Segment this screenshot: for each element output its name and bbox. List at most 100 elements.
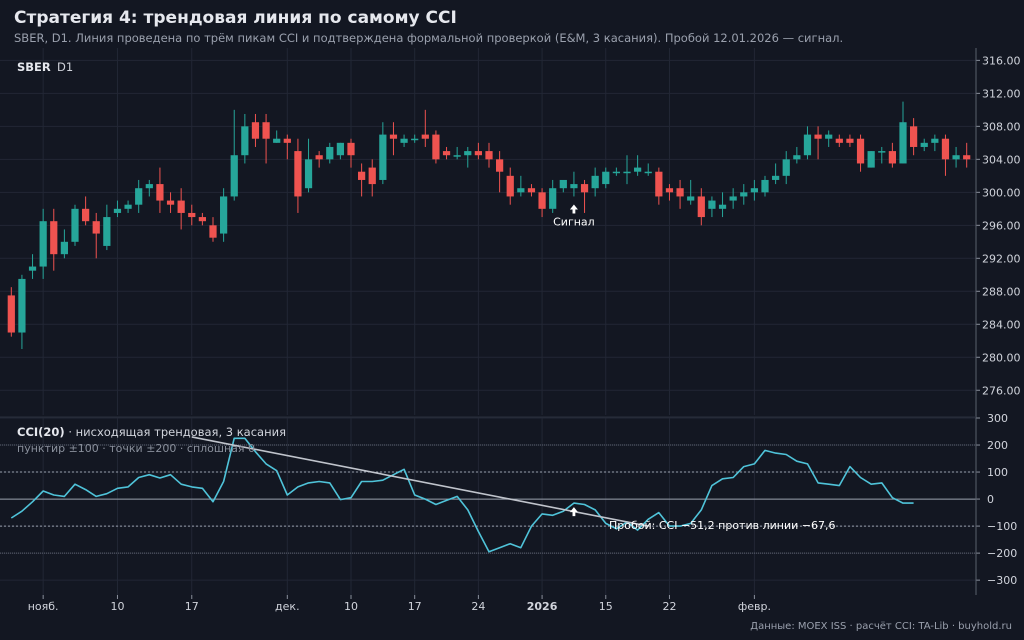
grid-layer — [0, 48, 976, 595]
x-tick-label: 17 — [185, 600, 199, 613]
candle-body — [570, 184, 578, 189]
candle-body — [931, 138, 939, 143]
candle-body — [103, 217, 111, 246]
candle-body — [177, 200, 185, 213]
axis-layer: 276.00 280.00 284.00 288.00 292.00 296.00 300.… — [0, 48, 1021, 613]
candle-body — [740, 192, 748, 197]
candle-body — [50, 221, 58, 255]
price-ytick-label: 300.00 — [982, 186, 1021, 199]
cci-pane-label: CCI(20) · нисходящая трендовая, 3 касани… — [17, 425, 286, 439]
cci-ytick-label: −200 — [987, 547, 1017, 560]
price-ytick-label: 296.00 — [982, 219, 1021, 232]
candle-body — [761, 179, 769, 193]
candle-body — [7, 295, 15, 333]
candle-body — [718, 204, 727, 209]
signal-arrow-icon — [569, 204, 578, 214]
candle-body — [708, 200, 716, 209]
candle-body — [273, 138, 281, 143]
cci-pane-desc: · нисходящая трендовая, 3 касания — [65, 425, 286, 439]
candle-body — [803, 134, 812, 156]
cci-trendline — [191, 436, 649, 527]
candle-body — [39, 221, 47, 267]
candle-body — [347, 142, 355, 156]
candle-body — [230, 155, 238, 197]
candle-body — [464, 151, 472, 156]
candle-body — [411, 138, 419, 141]
candle-body — [294, 151, 302, 197]
candle-body — [496, 159, 504, 172]
price-pane-symbol: SBER — [17, 60, 51, 74]
candle-body — [856, 138, 865, 164]
candle-body — [665, 188, 674, 193]
candle-body — [687, 196, 695, 201]
candle-body — [963, 155, 971, 160]
candle-body — [71, 208, 79, 242]
candle-body — [315, 155, 323, 160]
candle-body — [580, 184, 589, 193]
candle-body — [899, 122, 907, 164]
candle-body — [474, 151, 482, 156]
candle-body — [835, 138, 843, 143]
candle-body — [793, 155, 801, 160]
candle-body — [188, 212, 196, 218]
price-ytick-label: 312.00 — [982, 87, 1021, 100]
price-ytick-label: 292.00 — [982, 252, 1021, 265]
candle-body — [644, 171, 652, 174]
candle-body — [145, 184, 153, 189]
candle-body — [18, 278, 26, 333]
candle-body — [166, 200, 175, 205]
candle-body — [750, 188, 758, 193]
breakout-annotation: Пробой: CCI −51,2 против линии −67,6 — [609, 519, 835, 532]
candle-body — [538, 192, 546, 209]
candle-body — [559, 179, 567, 189]
cci-ytick-label: 200 — [987, 439, 1008, 452]
cci-ytick-label: −100 — [987, 520, 1017, 533]
candle-body — [220, 196, 228, 234]
candle-body — [623, 171, 631, 174]
candle-body — [379, 134, 387, 180]
candle-body — [772, 175, 780, 180]
x-tick-label: 22 — [662, 600, 676, 613]
candle-body — [304, 159, 313, 189]
price-ytick-label: 304.00 — [982, 153, 1021, 166]
price-ytick-label: 288.00 — [982, 285, 1021, 298]
candle-body — [549, 188, 557, 209]
candle-body — [867, 151, 875, 168]
candle-body — [782, 159, 790, 176]
candle-body — [591, 175, 599, 189]
x-tick-label: нояб. — [28, 600, 59, 613]
candle-body — [92, 221, 100, 234]
price-ytick-label: 316.00 — [982, 54, 1021, 67]
candle-body — [368, 167, 376, 185]
candle-body — [82, 208, 90, 222]
chart-title: Стратегия 4: трендовая линия по самому C… — [14, 8, 457, 28]
x-tick-label: 24 — [471, 600, 485, 613]
candle-body — [506, 175, 514, 197]
candle-body — [676, 188, 684, 197]
candle-body — [920, 142, 928, 147]
candle-body — [517, 188, 525, 193]
candle-body — [358, 171, 366, 180]
candle-body — [527, 188, 536, 193]
price-pane-timeframe: D1 — [57, 60, 73, 74]
candle-body — [262, 122, 270, 139]
candle-body — [135, 188, 143, 205]
candle-body — [326, 146, 334, 160]
cci-series-line — [10, 437, 914, 553]
cci-ytick-label: 0 — [987, 493, 994, 506]
candle-body — [952, 155, 960, 160]
candle-body — [400, 138, 408, 143]
signal-label: Сигнал — [553, 215, 595, 228]
candle-body — [697, 196, 705, 218]
x-tick-label: дек. — [275, 600, 300, 613]
candle-body — [814, 134, 822, 139]
price-ytick-label: 308.00 — [982, 120, 1021, 133]
candle-body — [878, 151, 886, 153]
breakout-arrow-icon — [569, 507, 578, 517]
candle-body — [941, 138, 950, 160]
candle-body — [60, 241, 68, 255]
candle-body — [209, 225, 217, 238]
candle-body — [156, 184, 164, 201]
candle-body — [432, 134, 440, 160]
